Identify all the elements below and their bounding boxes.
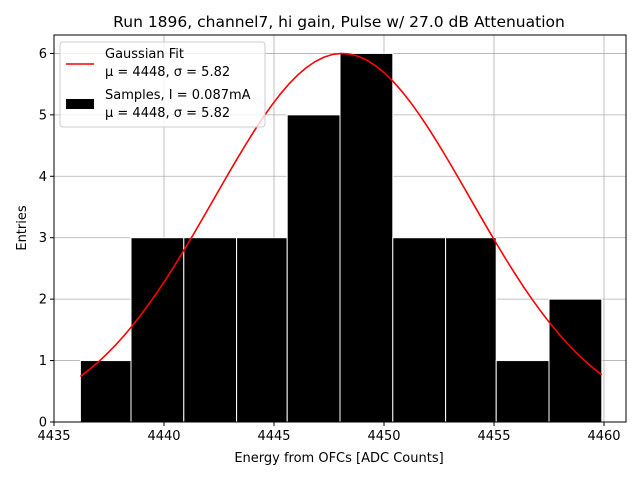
legend-samples-swatch (66, 99, 94, 109)
legend-samples-stats: μ = 4448, σ = 5.82 (105, 106, 230, 121)
histogram-bar (445, 237, 497, 423)
legend-fit-stats: μ = 4448, σ = 5.82 (105, 65, 230, 80)
legend-box (59, 41, 266, 128)
chart-title: Run 1896, channel7, hi gain, Pulse w/ 27… (113, 13, 565, 31)
y-tick-label: 0 (39, 416, 47, 431)
y-axis-ticks: 0 1 2 3 4 5 6 (39, 47, 54, 431)
histogram-bar (495, 360, 550, 423)
histogram-bar (548, 298, 603, 423)
legend: Gaussian Fit μ = 4448, σ = 5.82 Samples,… (59, 41, 266, 128)
plot-frame (53, 34, 627, 423)
histogram-bars (79, 52, 603, 423)
y-tick-label: 3 (39, 231, 47, 246)
histogram-bar (183, 237, 238, 423)
y-tick-label: 1 (39, 354, 47, 369)
x-tick-label: 4445 (257, 429, 290, 444)
x-tick-label: 4455 (477, 429, 510, 444)
x-axis-ticks: 4435 4440 4445 4450 4455 4460 (37, 422, 621, 444)
x-tick-label: 4460 (587, 429, 620, 444)
y-axis-label: Entries (15, 205, 30, 251)
histogram-bar (339, 52, 394, 423)
y-tick-label: 4 (39, 170, 47, 185)
histogram-bar (236, 237, 288, 423)
x-tick-label: 4435 (37, 429, 70, 444)
histogram-bar (286, 114, 341, 423)
histogram-bar (392, 237, 447, 423)
legend-fit-label: Gaussian Fit (105, 47, 184, 62)
x-axis-label: Energy from OFCs [ADC Counts] (234, 451, 443, 466)
gaussian-fit-curve (79, 52, 603, 378)
x-tick-label: 4450 (367, 429, 400, 444)
y-tick-label: 6 (39, 47, 47, 62)
y-tick-label: 5 (39, 108, 47, 123)
y-tick-label: 2 (39, 293, 47, 308)
histogram-bar (130, 237, 185, 423)
legend-samples-label: Samples, I = 0.087mA (105, 88, 251, 103)
x-tick-label: 4440 (147, 429, 180, 444)
